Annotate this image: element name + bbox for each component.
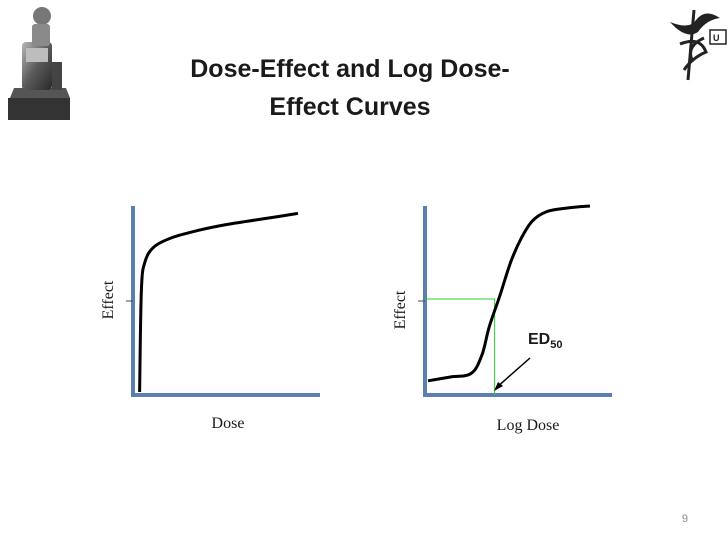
caduceus-logo: U [670,9,727,81]
left-x-axis-label: Dose [212,415,245,432]
svg-text:U: U [713,33,720,43]
log-dose-effect-chart: ED50 Log Dose Effect [392,204,612,434]
ed50-label-main: ED [528,331,550,348]
statue-image [8,7,70,120]
ed50-arrow [495,357,531,389]
left-y-axis-label: Effect [100,280,117,319]
dose-effect-chart: Dose Effect [100,206,320,432]
title-line-2: Effect Curves [269,93,431,121]
ed50-label: ED50 [528,331,562,351]
ed50-label-subscript: 50 [550,339,562,351]
ed50-arrow-head [494,382,503,391]
slide-title: Dose-Effect and Log Dose- Effect Curves [130,50,570,126]
right-x-axis-label: Log Dose [497,417,560,434]
log-dose-effect-curve [427,204,591,383]
title-line-1: Dose-Effect and Log Dose- [190,55,510,83]
right-y-axis-label: Effect [392,290,409,329]
page-number: 9 [681,513,688,525]
dose-effect-curve [138,211,299,393]
